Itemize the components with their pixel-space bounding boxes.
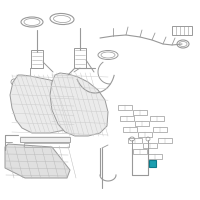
Bar: [123, 127, 137, 132]
Bar: [153, 127, 167, 132]
Bar: [150, 116, 164, 121]
Bar: [133, 149, 147, 154]
Bar: [5, 148, 13, 156]
Bar: [120, 116, 134, 121]
Bar: [158, 138, 172, 143]
Bar: [118, 105, 132, 110]
Bar: [74, 48, 86, 68]
Polygon shape: [50, 73, 108, 136]
Bar: [135, 121, 149, 126]
Bar: [133, 110, 147, 115]
Bar: [143, 143, 157, 148]
Bar: [24, 143, 69, 147]
Bar: [172, 26, 192, 35]
Bar: [148, 154, 162, 159]
Bar: [20, 137, 70, 142]
Bar: [128, 138, 142, 143]
Bar: [31, 50, 43, 68]
Polygon shape: [10, 75, 75, 133]
Bar: [138, 132, 152, 137]
Polygon shape: [5, 144, 70, 178]
Bar: [148, 160, 156, 166]
